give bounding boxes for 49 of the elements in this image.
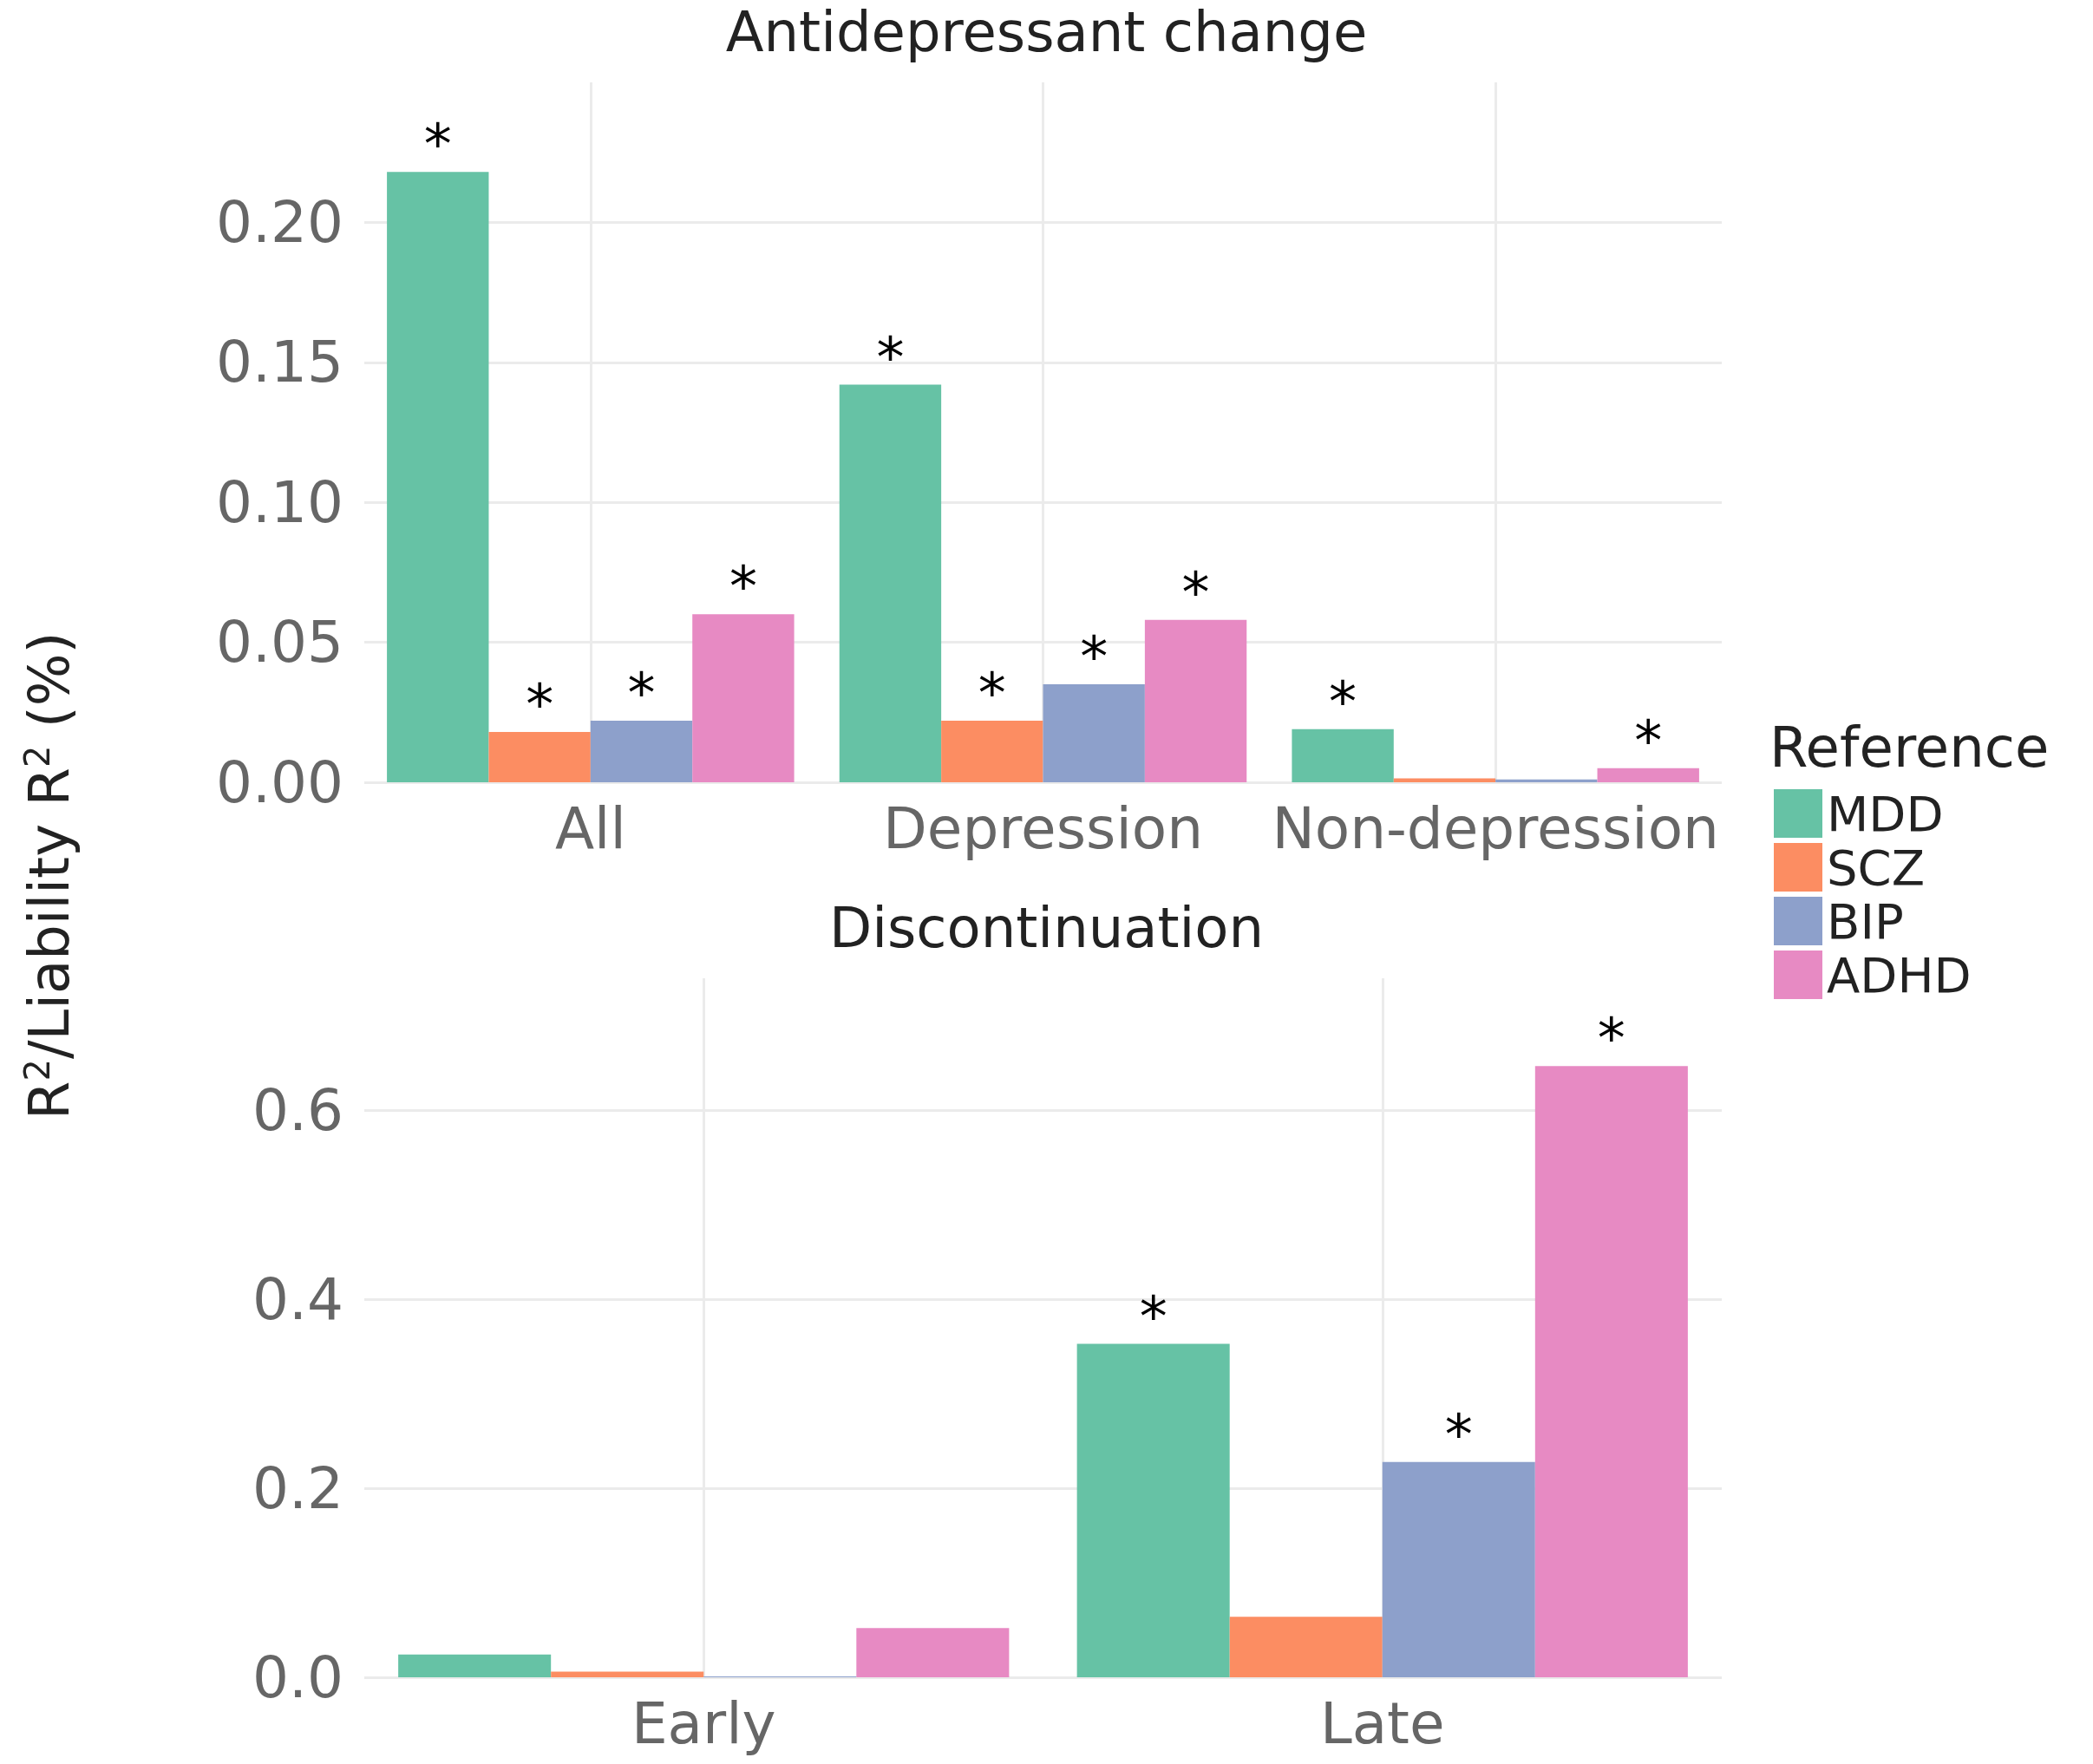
bar (1382, 1461, 1535, 1677)
bar (1495, 779, 1598, 782)
data-label: * (1597, 1006, 1625, 1071)
x-tick-label: All (554, 794, 626, 862)
data-label: * (876, 324, 905, 389)
bar (1076, 1343, 1230, 1677)
y-tick-label: 0.6 (252, 1076, 343, 1144)
data-label: * (1139, 1284, 1168, 1349)
x-tick-label: Late (1319, 1689, 1445, 1757)
bar (387, 172, 489, 782)
y-tick-label: 0.10 (216, 468, 343, 536)
bar (1229, 1617, 1383, 1677)
bar (1292, 728, 1394, 782)
x-tick-label: Early (631, 1689, 776, 1757)
chart-title: Discontinuation (828, 896, 1265, 960)
bar (1043, 684, 1145, 782)
y-tick-label: 0.05 (216, 609, 343, 676)
bar (839, 384, 942, 782)
y-tick-label: 0.15 (216, 329, 343, 396)
y-tick-label: 0.2 (252, 1454, 343, 1522)
bar (488, 731, 591, 782)
bar (692, 614, 795, 782)
data-label: * (1444, 1401, 1473, 1467)
data-label: * (729, 554, 757, 619)
chart-title: Antidepressant change (725, 0, 1368, 64)
bar (941, 720, 1043, 782)
y-tick-label: 0.00 (216, 748, 343, 816)
y-tick-label: 0.4 (252, 1265, 343, 1333)
x-tick-label: Non-depression (1272, 794, 1719, 862)
bar (1534, 1066, 1688, 1677)
data-label: * (423, 112, 452, 177)
bar (1144, 619, 1247, 782)
bar (856, 1628, 1010, 1677)
x-tick-label: Depression (883, 794, 1203, 862)
data-label: * (1080, 624, 1109, 689)
data-label: * (1181, 559, 1210, 624)
bar (1393, 778, 1496, 782)
data-label: * (1329, 669, 1357, 734)
bar (590, 720, 693, 782)
bar (1597, 768, 1699, 782)
y-tick-label: 0.20 (216, 188, 343, 256)
bar (398, 1654, 552, 1677)
data-label: * (978, 660, 1006, 725)
data-label: * (627, 660, 656, 725)
data-label: * (1634, 708, 1663, 773)
bar (551, 1671, 704, 1677)
y-tick-label: 0.0 (252, 1643, 343, 1711)
legend-title: Reference (1769, 715, 2050, 780)
data-label: * (526, 671, 554, 736)
